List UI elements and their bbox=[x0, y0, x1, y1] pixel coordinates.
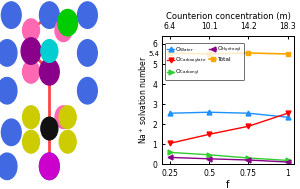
Total bbox=[168, 52, 172, 54]
$\mathrm{O_{Hydroxyl}}$ bbox=[168, 156, 172, 159]
X-axis label: f: f bbox=[226, 180, 230, 189]
Circle shape bbox=[22, 106, 40, 129]
Circle shape bbox=[59, 106, 76, 129]
Line: $\mathrm{O_{Water}}$: $\mathrm{O_{Water}}$ bbox=[167, 110, 290, 120]
$\mathrm{O_{Carboxylate}}$ bbox=[207, 133, 211, 136]
Legend: $\mathrm{O_{Water}}$, $\mathrm{O_{Carboxylate}}$, $\mathrm{O_{Carbonyl}}$, $\mat: $\mathrm{O_{Water}}$, $\mathrm{O_{Carbox… bbox=[165, 43, 244, 80]
Circle shape bbox=[77, 40, 97, 66]
Circle shape bbox=[2, 119, 21, 146]
$\mathrm{O_{Carboxylate}}$ bbox=[247, 125, 250, 127]
Line: $\mathrm{O_{Carbonyl}}$: $\mathrm{O_{Carbonyl}}$ bbox=[167, 150, 290, 163]
$\mathrm{O_{Carboxylate}}$ bbox=[286, 112, 290, 114]
Circle shape bbox=[2, 2, 21, 28]
Circle shape bbox=[0, 40, 17, 66]
Y-axis label: Na$^+$ solvation number: Na$^+$ solvation number bbox=[138, 56, 149, 144]
Circle shape bbox=[22, 130, 40, 153]
$\mathrm{O_{Water}}$ bbox=[286, 116, 290, 118]
$\mathrm{O_{Water}}$ bbox=[247, 112, 250, 114]
Circle shape bbox=[0, 77, 17, 104]
Line: $\mathrm{O_{Carboxylate}}$: $\mathrm{O_{Carboxylate}}$ bbox=[167, 111, 290, 146]
Text: 5.4: 5.4 bbox=[148, 51, 159, 57]
Circle shape bbox=[22, 60, 40, 83]
$\mathrm{O_{Carbonyl}}$ bbox=[168, 151, 172, 153]
Circle shape bbox=[40, 59, 59, 85]
Circle shape bbox=[41, 117, 58, 140]
$\mathrm{O_{Carbonyl}}$ bbox=[286, 159, 290, 162]
Line: Total: Total bbox=[168, 51, 290, 56]
$\mathrm{O_{Hydroxyl}}$ bbox=[286, 161, 290, 163]
Circle shape bbox=[59, 130, 76, 153]
Circle shape bbox=[55, 106, 72, 129]
Circle shape bbox=[40, 153, 59, 180]
$\mathrm{O_{Water}}$ bbox=[168, 112, 172, 114]
Total bbox=[286, 53, 290, 55]
Circle shape bbox=[40, 153, 59, 180]
$\mathrm{O_{Carboxylate}}$ bbox=[168, 142, 172, 144]
X-axis label: Counterion concentration (m): Counterion concentration (m) bbox=[166, 12, 290, 21]
Total bbox=[207, 53, 211, 55]
Total bbox=[247, 52, 250, 54]
Circle shape bbox=[58, 9, 77, 36]
Circle shape bbox=[22, 19, 40, 42]
Circle shape bbox=[40, 2, 59, 28]
Circle shape bbox=[77, 77, 97, 104]
$\mathrm{O_{Hydroxyl}}$ bbox=[207, 158, 211, 160]
Circle shape bbox=[21, 38, 41, 64]
$\mathrm{O_{Carbonyl}}$ bbox=[247, 157, 250, 159]
Circle shape bbox=[0, 153, 17, 180]
Circle shape bbox=[77, 2, 97, 28]
$\mathrm{O_{Carbonyl}}$ bbox=[207, 154, 211, 156]
Circle shape bbox=[41, 40, 58, 62]
Circle shape bbox=[55, 19, 72, 42]
Line: $\mathrm{O_{Hydroxyl}}$: $\mathrm{O_{Hydroxyl}}$ bbox=[167, 155, 290, 164]
$\mathrm{O_{Hydroxyl}}$ bbox=[247, 159, 250, 161]
$\mathrm{O_{Water}}$ bbox=[207, 111, 211, 113]
